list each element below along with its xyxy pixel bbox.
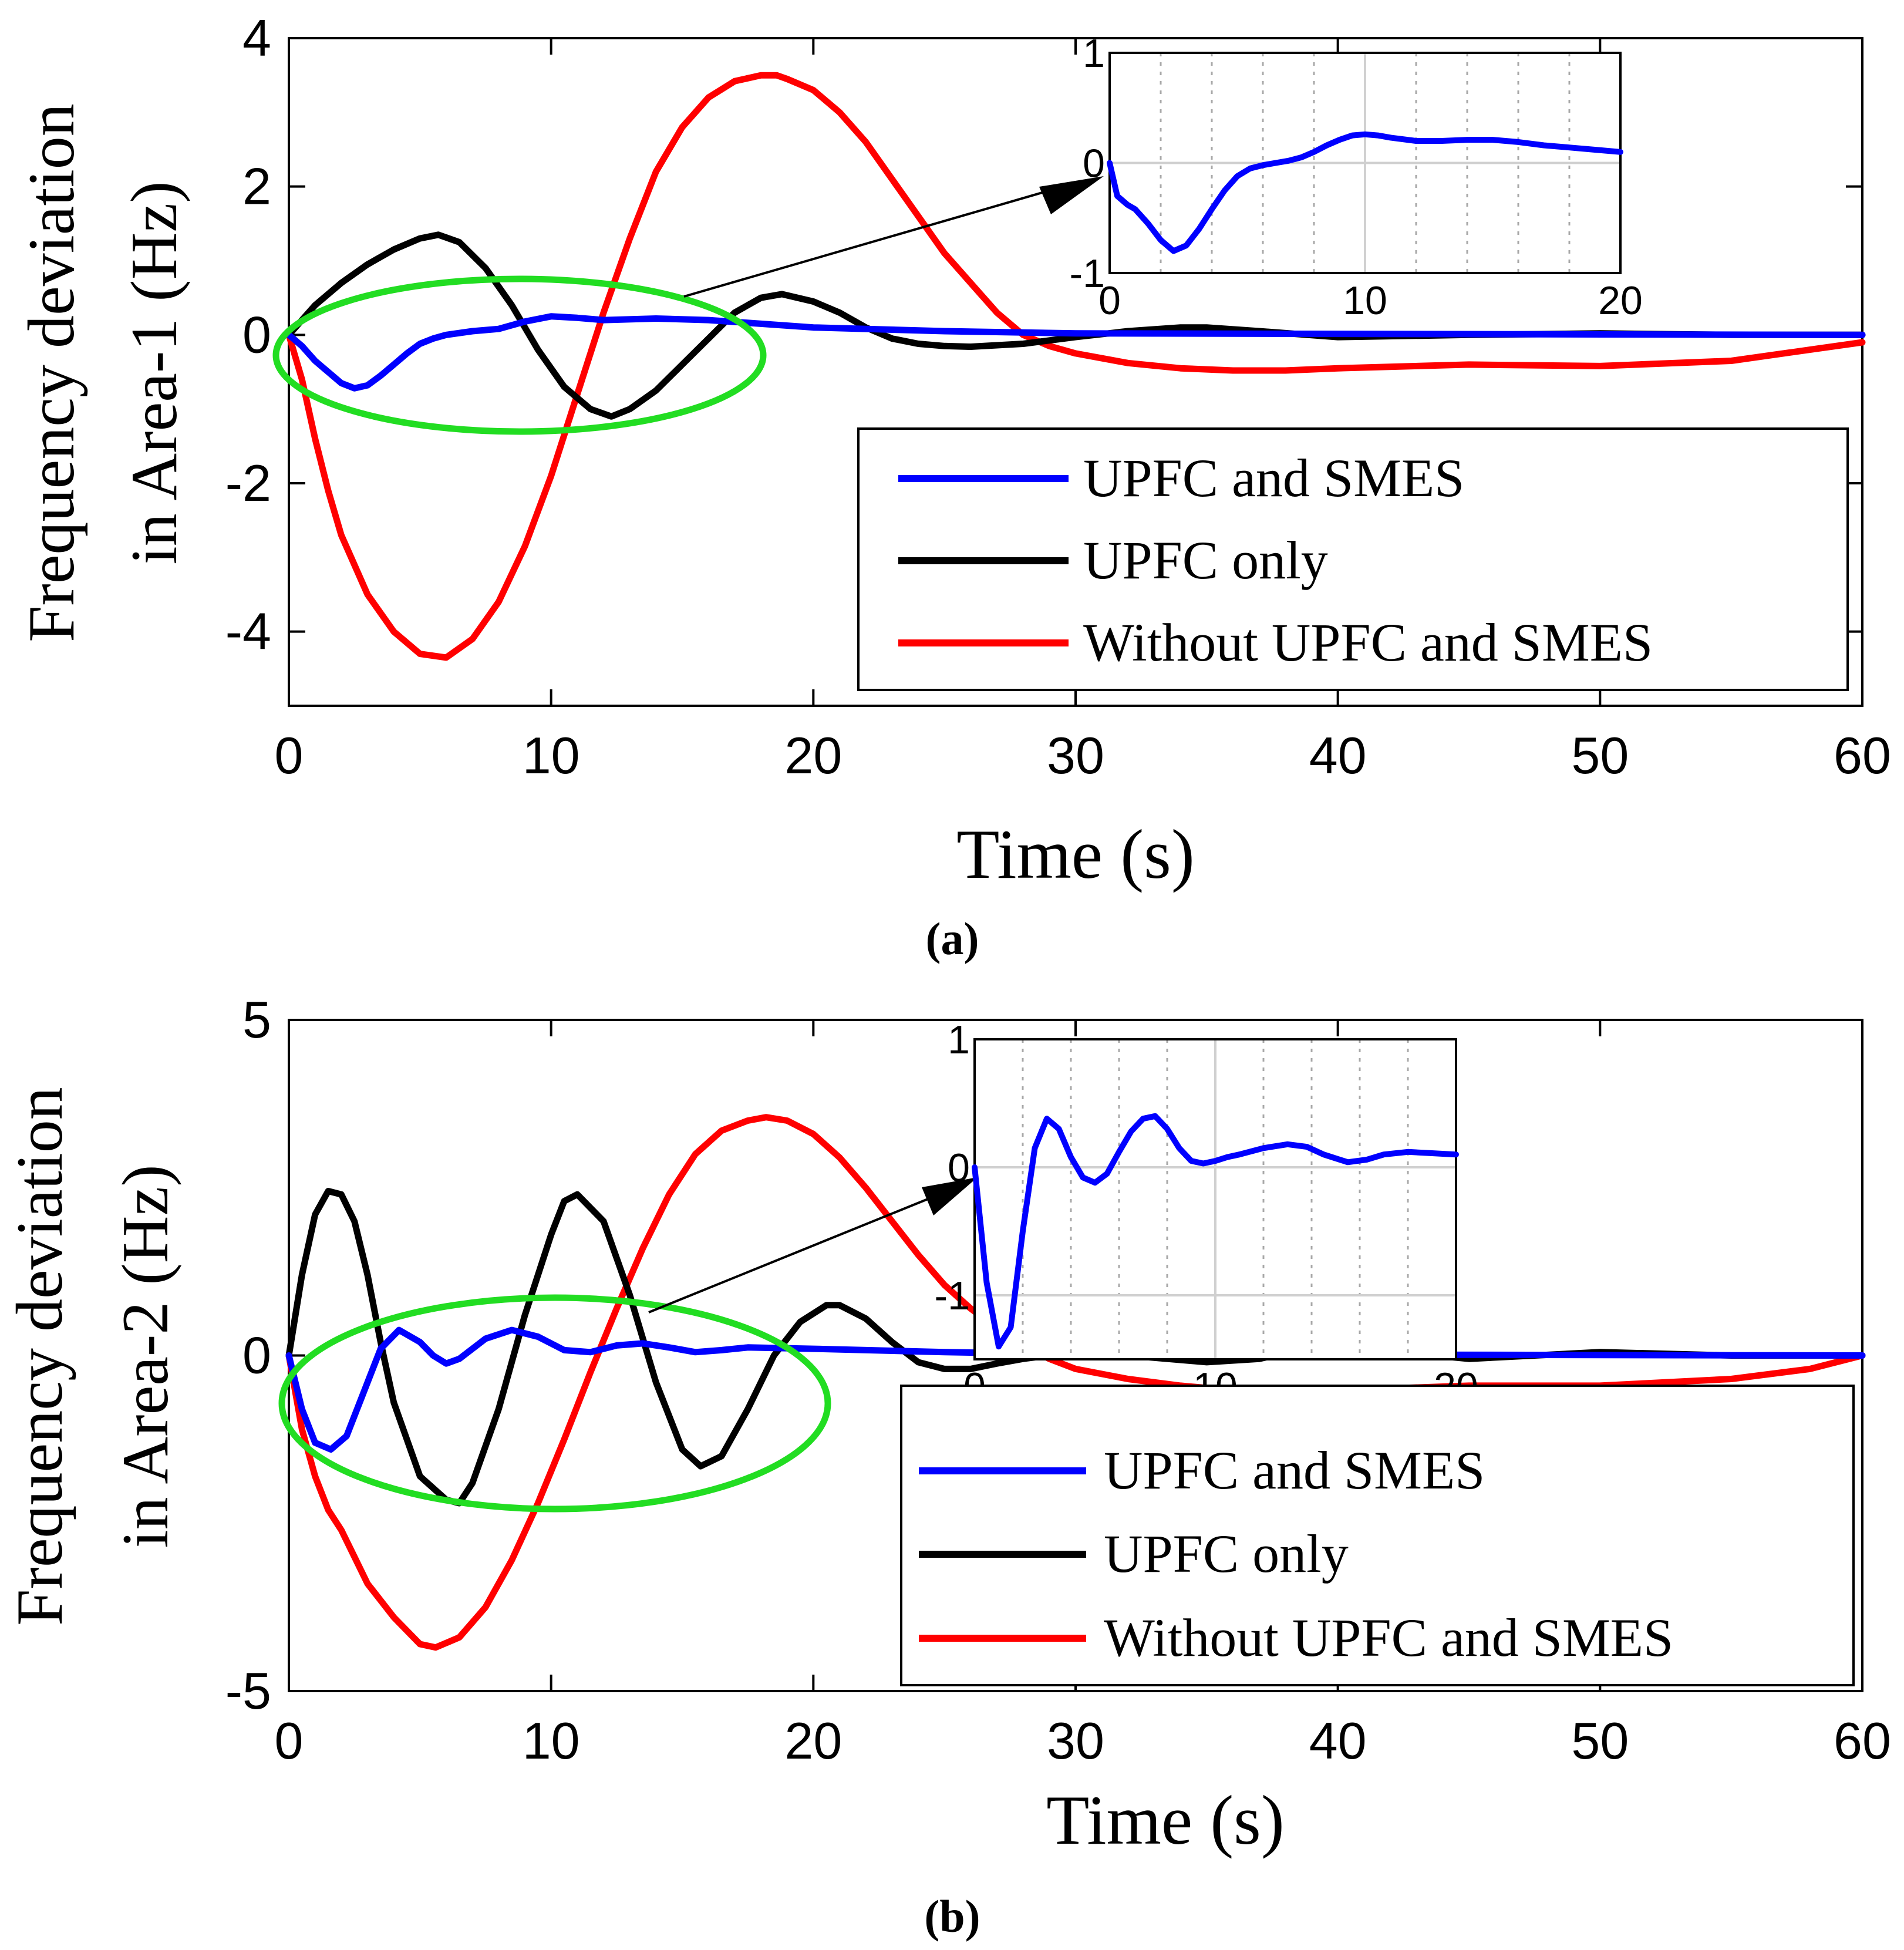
series-group xyxy=(285,72,1866,661)
inset-grid xyxy=(975,1039,1456,1359)
legend-label-upfc-smes: UPFC and SMES xyxy=(1083,448,1464,508)
x-tick-label: 60 xyxy=(1834,1712,1891,1770)
inset-y-tick-label: 0 xyxy=(1083,142,1105,186)
legend-label-upfc-only: UPFC only xyxy=(1083,530,1328,590)
x-axis-label: Time (s) xyxy=(1046,1781,1285,1859)
inset-series xyxy=(972,1113,1459,1350)
inset-y-tick-label: -1 xyxy=(1070,251,1105,296)
x-tick-label: 60 xyxy=(1834,726,1891,784)
y-tick-label: -4 xyxy=(225,602,271,661)
zoom-arrow-line xyxy=(648,1191,946,1314)
inset-series-line-upfc-and-smes xyxy=(972,1113,1459,1350)
series-line-upfc-and-smes xyxy=(285,1326,1866,1453)
y-tick-label: -5 xyxy=(225,1662,271,1720)
panel-caption: (a) xyxy=(926,913,979,964)
highlight-ellipse xyxy=(272,275,767,435)
inset-x-tick-label: 20 xyxy=(1598,278,1643,323)
x-tick-label: 0 xyxy=(275,726,304,784)
x-tick-label: 0 xyxy=(275,1712,304,1770)
legend-label-without: Without UPFC and SMES xyxy=(1083,612,1653,672)
legend: UPFC and SMES UPFC only Without UPFC and… xyxy=(857,427,1849,691)
y-tick-label: 0 xyxy=(242,305,271,363)
series-line-upfc-only xyxy=(285,231,1866,420)
inset-y-tick-label: 0 xyxy=(948,1146,970,1190)
x-tick-label: 30 xyxy=(1047,726,1104,784)
zoom-arrowhead xyxy=(1039,176,1104,214)
x-axis-label: Time (s) xyxy=(956,815,1195,893)
x-tick-label: 50 xyxy=(1571,1712,1629,1770)
inset-series xyxy=(1107,131,1623,254)
inset-grid xyxy=(1110,53,1620,273)
y-axis-label: Frequency deviation in Area-2 (Hz) xyxy=(4,1087,182,1626)
y-tick-label: 4 xyxy=(242,9,271,67)
zoom-arrowhead xyxy=(922,1177,978,1215)
legend-label-without: Without UPFC and SMES xyxy=(1104,1608,1673,1668)
y-tick-label: 5 xyxy=(242,991,271,1049)
legend-label-upfc-smes: UPFC and SMES xyxy=(1104,1440,1485,1500)
x-tick-label: 40 xyxy=(1309,1712,1367,1770)
inset-y-tick-label: -1 xyxy=(935,1274,970,1318)
y-axis-label-line2: in Area-2 (Hz) xyxy=(109,1164,182,1548)
panel-caption: (b) xyxy=(924,1891,980,1942)
y-axis-label: Frequency deviation in Area-1 (Hz) xyxy=(15,103,191,642)
inset-series-line-upfc-and-smes xyxy=(1107,131,1623,254)
x-tick-label: 30 xyxy=(1047,1712,1104,1770)
x-tick-label: 50 xyxy=(1571,726,1629,784)
y-ticks: 420-2-4 xyxy=(225,9,1862,661)
inset-frame xyxy=(973,1038,1457,1360)
panel-a: 420-2-4 0 10 20 30 40 50 60 10-10 10 20 UPFC and… xyxy=(15,9,1891,964)
zoom-arrow-line xyxy=(683,184,1069,298)
legend-label-upfc-only: UPFC only xyxy=(1104,1524,1349,1584)
legend: UPFC and SMES UPFC only Without UPFC and… xyxy=(900,1385,1855,1686)
y-tick-label: 2 xyxy=(242,157,271,215)
y-axis-label-line1: Frequency deviation xyxy=(15,103,88,642)
y-tick-label: -2 xyxy=(225,454,271,512)
inset-y-tick-label: 1 xyxy=(1083,31,1105,76)
inset-x-tick-label: 10 xyxy=(1343,278,1387,323)
x-tick-label: 10 xyxy=(523,1712,580,1770)
highlight-ellipse xyxy=(278,1294,831,1513)
series-line-without-upfc-and-smes xyxy=(285,72,1866,661)
inset-x-tick-label: 0 xyxy=(1098,278,1121,323)
y-tick-label: 0 xyxy=(242,1326,271,1385)
x-tick-label: 20 xyxy=(784,726,842,784)
x-tick-label: 10 xyxy=(523,726,580,784)
x-tick-label: 20 xyxy=(784,1712,842,1770)
inset-y-tick-label: 1 xyxy=(948,1018,970,1062)
y-ticks: 5 0 -5 xyxy=(225,991,1862,1720)
y-axis-label-line1: Frequency deviation xyxy=(4,1087,76,1626)
x-ticks: 0 10 20 30 40 50 60 xyxy=(275,38,1891,784)
x-tick-label: 40 xyxy=(1309,726,1367,784)
y-axis-label-line2: in Area-1 (Hz) xyxy=(118,181,191,564)
series-line-upfc-and-smes xyxy=(285,313,1866,392)
